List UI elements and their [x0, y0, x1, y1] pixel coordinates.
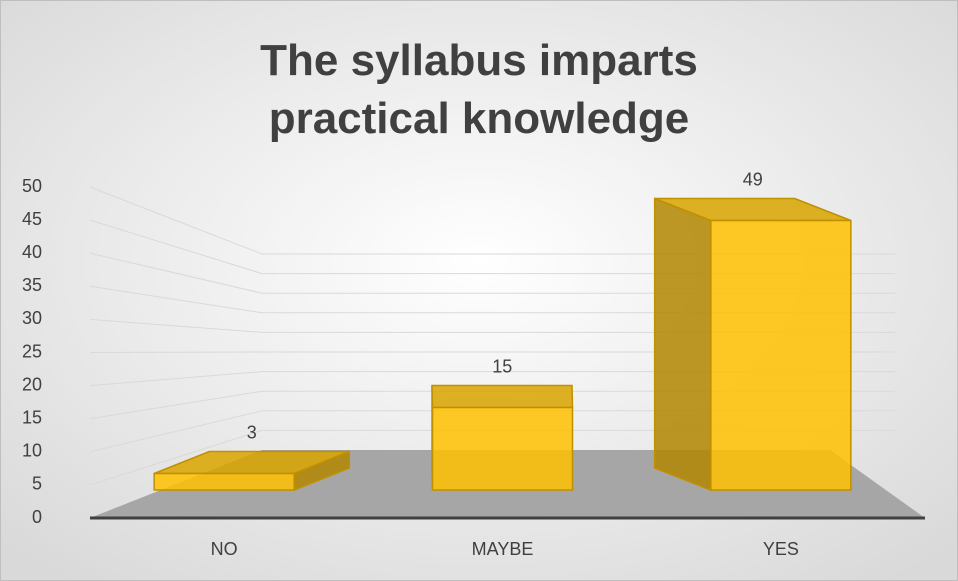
x-tick-label: MAYBE [472, 539, 534, 559]
value-label: 15 [492, 356, 512, 376]
bar-front [153, 472, 295, 491]
bar [653, 197, 852, 492]
x-tick-label: NO [211, 539, 238, 559]
value-label: 3 [247, 422, 257, 442]
y-tick-label: 5 [32, 474, 42, 494]
y-tick-label: 50 [22, 176, 42, 196]
chart-title: The syllabus imparts practical knowledge [260, 36, 698, 143]
y-tick-label: 45 [22, 209, 42, 229]
bar [153, 450, 351, 492]
bar-front [710, 219, 852, 491]
y-tick-label: 25 [22, 341, 42, 361]
y-tick-label: 15 [22, 407, 42, 427]
x-tick-label: YES [763, 539, 799, 559]
y-tick-label: 10 [22, 441, 42, 461]
y-tick-label: 0 [32, 507, 42, 527]
bar-front [431, 406, 574, 491]
y-tick-label: 35 [22, 275, 42, 295]
y-tick-label: 40 [22, 242, 42, 262]
bar-top [431, 384, 574, 409]
y-tick-label: 20 [22, 374, 42, 394]
value-label: 49 [743, 169, 763, 189]
bar-side [653, 197, 712, 492]
y-tick-label: 30 [22, 308, 42, 328]
bar [431, 384, 574, 491]
